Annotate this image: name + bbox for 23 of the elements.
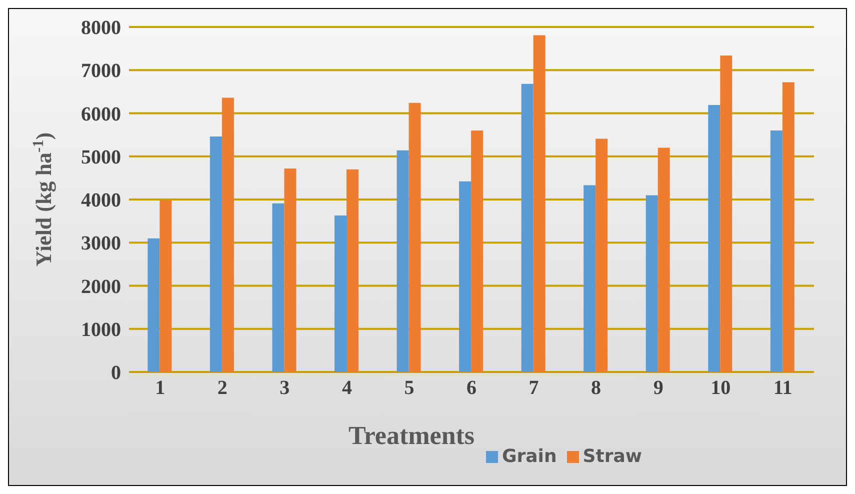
y-tick-label: 2000	[81, 276, 121, 298]
y-tick-label: 7000	[81, 60, 121, 82]
x-tick-label: 2	[217, 377, 228, 400]
x-tick-label: 3	[280, 377, 290, 400]
x-tick-label: 4	[342, 377, 352, 400]
y-tick-label: 4000	[81, 190, 121, 212]
x-tick-label: 8	[591, 377, 602, 400]
x-tick-label: 1	[155, 377, 166, 400]
x-tick-label: 7	[528, 377, 539, 400]
y-tick-label: 1000	[81, 318, 121, 341]
y-tick-label: 0	[111, 362, 121, 384]
y-tick-label: 8000	[81, 17, 121, 40]
x-tick-label: 9	[653, 377, 664, 400]
x-axis-title: Treatments	[348, 421, 475, 450]
x-tick-label: 10	[710, 377, 731, 400]
legend-label: Straw	[582, 446, 642, 467]
y-tick-label: 3000	[81, 232, 121, 255]
x-tick-label: 11	[773, 377, 792, 400]
y-tick-label: 5000	[81, 146, 121, 168]
x-tick-label: 6	[466, 377, 476, 400]
x-tick-label: 5	[404, 377, 414, 400]
legend-label: Grain	[502, 446, 557, 467]
y-tick-label: 6000	[81, 103, 121, 126]
